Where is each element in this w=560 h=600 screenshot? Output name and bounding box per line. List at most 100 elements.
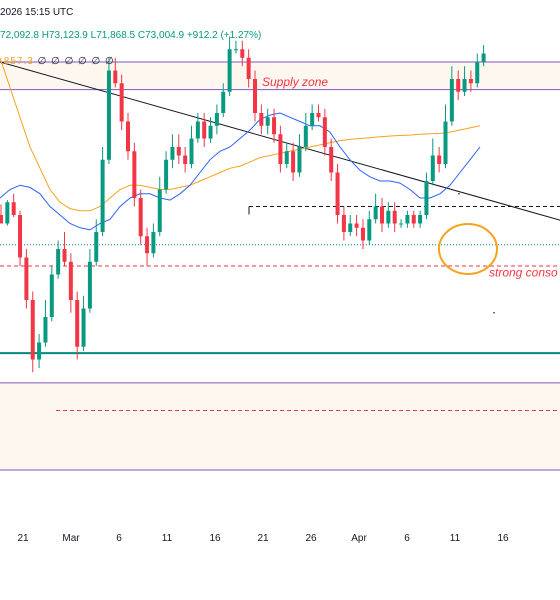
candle-body[interactable]	[214, 113, 219, 126]
candle-body[interactable]	[164, 159, 169, 190]
candle-body[interactable]	[405, 215, 410, 224]
candle-body[interactable]	[81, 308, 86, 347]
moving-average-blue	[0, 112, 481, 231]
candle-body[interactable]	[37, 342, 42, 360]
candle-body[interactable]	[303, 125, 308, 147]
candle-body[interactable]	[176, 147, 181, 156]
candle-body[interactable]	[411, 215, 416, 224]
candle-body[interactable]	[240, 49, 245, 58]
candle-body[interactable]	[456, 79, 461, 92]
candle-body[interactable]	[443, 121, 448, 165]
candle-body[interactable]	[481, 53, 486, 63]
marker-dot	[493, 311, 495, 314]
candle-body[interactable]	[157, 189, 162, 233]
x-tick-label: 26	[305, 533, 317, 544]
candle-body[interactable]	[430, 155, 435, 182]
demand-zone-fill	[0, 382, 560, 470]
candle-body[interactable]	[259, 113, 264, 126]
candle-body[interactable]	[119, 83, 124, 122]
candle-body[interactable]	[386, 210, 391, 224]
candle-body[interactable]	[380, 206, 384, 224]
candle-body[interactable]	[202, 121, 207, 139]
candle-body[interactable]	[265, 117, 270, 126]
candle-body[interactable]	[227, 49, 232, 92]
x-tick-label: 6	[116, 533, 122, 544]
candle-body[interactable]	[30, 300, 35, 360]
candle-body[interactable]	[468, 79, 473, 84]
candle-body[interactable]	[151, 232, 156, 254]
x-tick-label: 16	[209, 533, 221, 544]
candle-body[interactable]	[367, 219, 372, 241]
candle-body[interactable]	[183, 155, 188, 165]
candle-body[interactable]	[75, 300, 80, 347]
x-tick-label: 11	[162, 533, 173, 544]
candle-body[interactable]	[43, 317, 48, 343]
candle-body[interactable]	[5, 202, 10, 224]
candle-body[interactable]	[399, 223, 404, 225]
candle-body[interactable]	[126, 121, 130, 152]
candle-body[interactable]	[316, 113, 321, 118]
candle-body[interactable]	[208, 125, 213, 139]
x-tick-label: 16	[497, 533, 509, 544]
candle-body[interactable]	[354, 223, 359, 228]
consolidation-label: strong conso	[489, 265, 558, 279]
x-tick-label: 6	[404, 533, 410, 544]
candle-body[interactable]	[329, 147, 334, 173]
candle-body[interactable]	[94, 232, 99, 262]
candle-body[interactable]	[56, 249, 61, 275]
candle-body[interactable]	[246, 57, 251, 79]
candle-body[interactable]	[278, 134, 283, 164]
candle-body[interactable]	[253, 79, 257, 113]
candle-body[interactable]	[62, 249, 67, 262]
candle-body[interactable]	[113, 70, 118, 84]
candle-body[interactable]	[189, 138, 194, 165]
supply-zone-label: Supply zone	[262, 75, 328, 89]
candle-body[interactable]	[437, 155, 442, 165]
candle-body[interactable]	[424, 181, 429, 215]
candle-body[interactable]	[462, 79, 467, 92]
candle-body[interactable]	[297, 147, 302, 173]
candle-body[interactable]	[132, 151, 137, 198]
header-datetime: 2026 15:15 UTC	[0, 7, 74, 18]
candle-body[interactable]	[291, 151, 296, 173]
candle-body[interactable]	[49, 274, 54, 318]
x-tick-label: 21	[257, 533, 269, 544]
breakout-highlight-circle	[438, 223, 498, 275]
candle-body[interactable]	[100, 159, 105, 232]
candle-body[interactable]	[284, 151, 289, 164]
marker-dot	[458, 192, 460, 195]
candle-body[interactable]	[24, 257, 29, 301]
candle-body[interactable]	[449, 79, 454, 122]
supply-zone-fill	[0, 62, 560, 90]
header-ma-values: .857.3 ∅ ∅ ∅ ∅ ∅ ∅	[0, 56, 115, 67]
candle-body[interactable]	[106, 70, 111, 160]
candle-body[interactable]	[475, 62, 480, 84]
candle-body[interactable]	[0, 215, 3, 224]
candle-body[interactable]	[418, 215, 423, 224]
candle-body[interactable]	[373, 206, 378, 220]
x-tick-label: Mar	[62, 533, 80, 544]
candle-body[interactable]	[335, 172, 340, 216]
candle-body[interactable]	[138, 198, 143, 237]
candle-body[interactable]	[68, 261, 73, 300]
x-tick-label: 21	[17, 533, 29, 544]
x-tick-label: Apr	[351, 533, 367, 544]
candle-body[interactable]	[341, 215, 346, 232]
ma-placeholder: ∅ ∅ ∅ ∅ ∅ ∅	[37, 56, 115, 67]
candle-body[interactable]	[322, 117, 327, 147]
candle-body[interactable]	[233, 49, 238, 51]
candle-body[interactable]	[221, 91, 226, 113]
candle-body[interactable]	[360, 227, 365, 241]
candle-body[interactable]	[195, 121, 200, 139]
candle-body[interactable]	[145, 236, 150, 254]
candle-body[interactable]	[392, 210, 397, 224]
moving-average-orange	[0, 57, 481, 212]
candle-body[interactable]	[272, 117, 277, 135]
candle-body[interactable]	[87, 261, 92, 309]
candle-body[interactable]	[18, 215, 23, 258]
candle-body[interactable]	[348, 223, 353, 233]
candle-body[interactable]	[310, 113, 315, 126]
candle-body[interactable]	[11, 202, 16, 215]
candle-body[interactable]	[170, 147, 175, 160]
